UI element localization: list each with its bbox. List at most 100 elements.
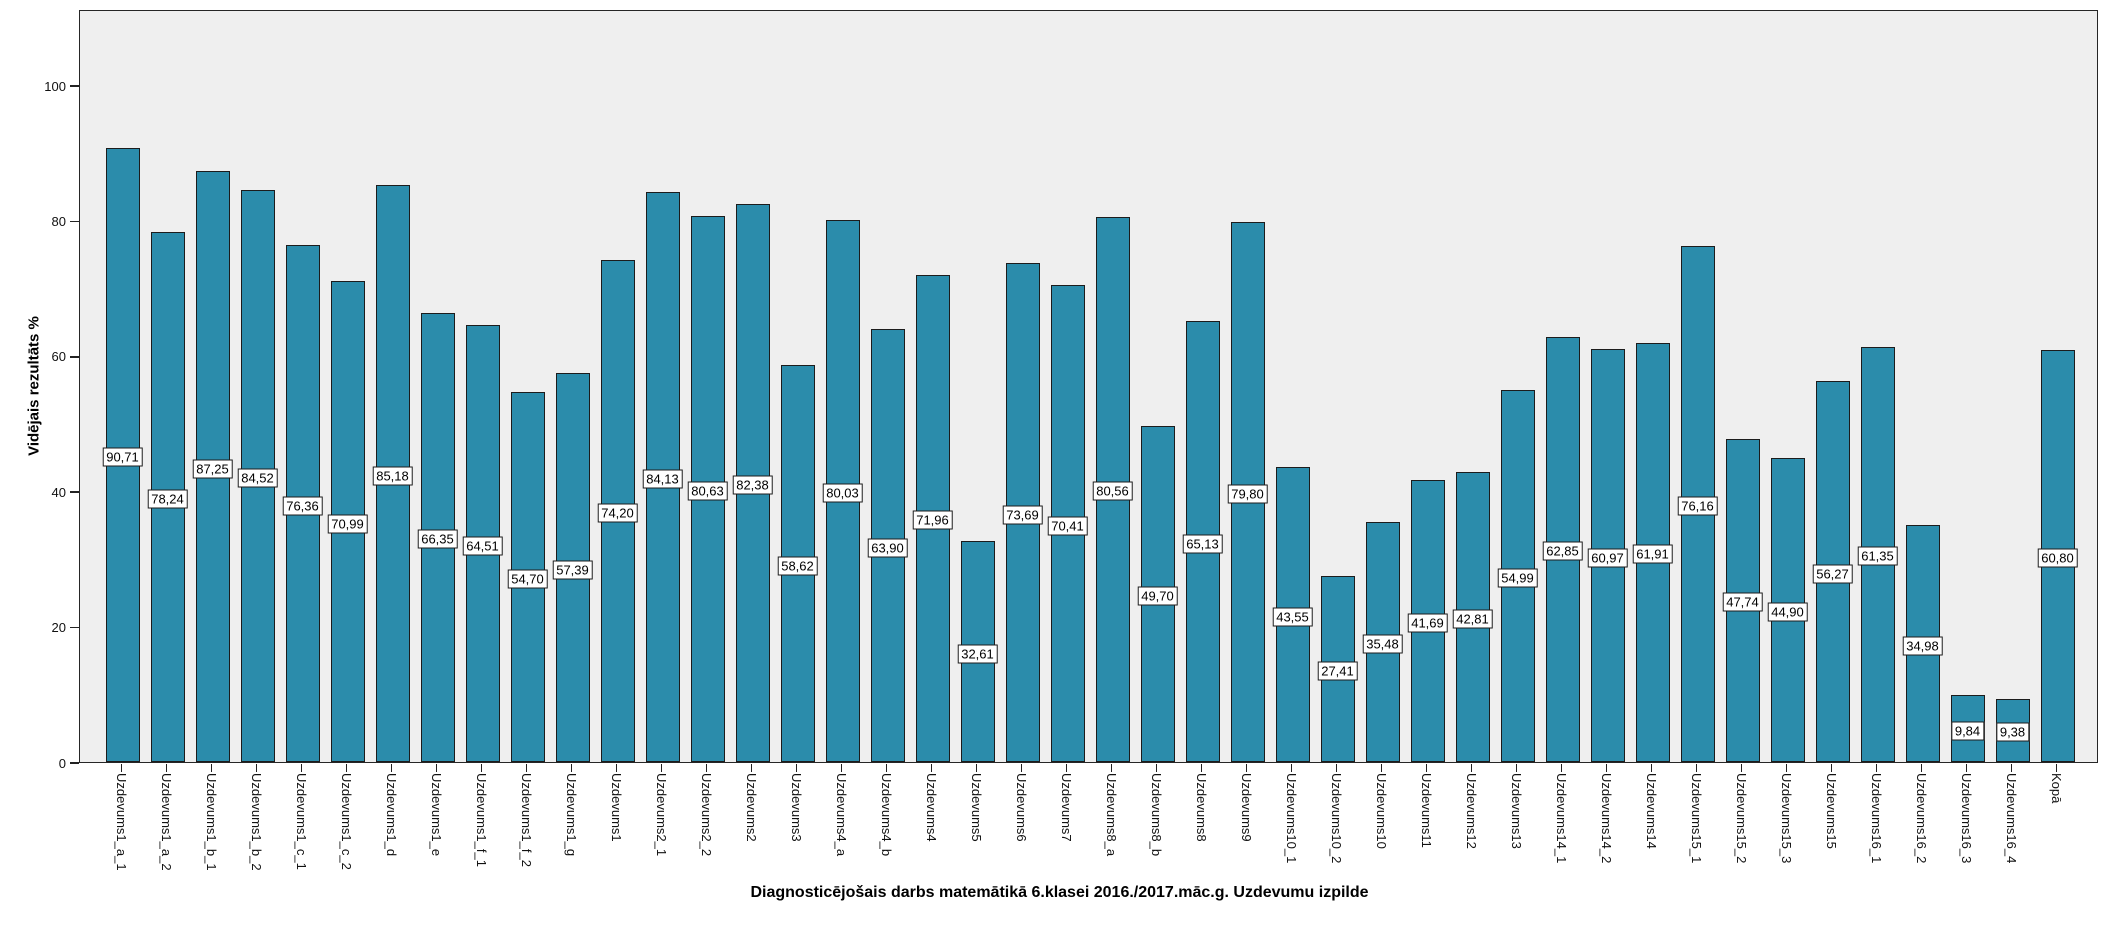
value-label: 60,97 — [1587, 548, 1628, 568]
x-tick-mark — [1470, 764, 1473, 772]
y-tick-mark — [70, 85, 79, 87]
x-tick-label: Uzdevums1_a_1 — [114, 773, 129, 871]
x-tick-label: Uzdevums2 — [744, 773, 759, 842]
x-tick-mark — [390, 764, 393, 772]
x-tick-mark — [1920, 764, 1923, 772]
value-label: 63,90 — [867, 538, 908, 558]
x-tick-label: Uzdevums14_1 — [1554, 773, 1569, 864]
x-tick-mark — [1785, 764, 1788, 772]
x-tick-mark — [480, 764, 483, 772]
x-tick-mark — [1290, 764, 1293, 772]
x-tick-label: Kopā — [2049, 773, 2064, 804]
value-label: 64,51 — [462, 536, 503, 556]
value-label: 43,55 — [1272, 607, 1313, 627]
value-label: 27,41 — [1317, 661, 1358, 681]
x-tick-label: Uzdevums16_1 — [1869, 773, 1884, 864]
y-tick-mark — [70, 356, 79, 358]
x-tick-mark — [1650, 764, 1653, 772]
x-tick-mark — [1875, 764, 1878, 772]
value-label: 58,62 — [777, 556, 818, 576]
x-tick-mark — [1110, 764, 1113, 772]
x-tick-mark — [1605, 764, 1608, 772]
x-tick-mark — [210, 764, 213, 772]
y-tick-mark — [70, 220, 79, 223]
x-tick-label: Uzdevums2_1 — [654, 773, 669, 857]
x-tick-label: Uzdevums1_c_1 — [294, 773, 309, 870]
x-tick-label: Uzdevums1_g — [564, 773, 579, 857]
x-tick-mark — [1425, 764, 1428, 772]
chart-title: Diagnosticējošais darbs matemātikā 6.kla… — [750, 884, 1369, 901]
x-tick-mark — [525, 764, 528, 772]
value-label: 76,36 — [282, 496, 323, 516]
x-tick-label: Uzdevums12 — [1464, 773, 1479, 849]
value-label: 44,90 — [1767, 602, 1808, 622]
x-tick-label: Uzdevums8 — [1194, 773, 1209, 842]
x-tick-mark — [1200, 764, 1203, 772]
y-tick-label: 100 — [44, 78, 66, 94]
x-tick-label: Uzdevums1_b_2 — [249, 773, 264, 871]
value-label: 85,18 — [372, 466, 413, 486]
x-tick-mark — [435, 764, 438, 772]
x-tick-label: Uzdevums13 — [1509, 773, 1524, 849]
x-tick-mark — [1560, 764, 1563, 772]
value-label: 32,61 — [957, 644, 998, 664]
value-label: 56,27 — [1812, 564, 1853, 584]
x-tick-label: Uzdevums16_2 — [1914, 773, 1929, 864]
x-tick-label: Uzdevums3 — [789, 773, 804, 842]
value-label: 76,16 — [1677, 496, 1718, 516]
x-tick-mark — [1155, 764, 1158, 772]
y-tick-label: 40 — [51, 484, 66, 500]
x-tick-mark — [1830, 764, 1833, 772]
value-label: 49,70 — [1137, 586, 1178, 606]
value-label: 90,71 — [102, 447, 143, 467]
x-tick-label: Uzdevums10_2 — [1329, 773, 1344, 864]
x-tick-label: Uzdevums1_d — [384, 773, 399, 857]
x-tick-label: Uzdevums9 — [1239, 773, 1254, 842]
value-label: 70,99 — [327, 514, 368, 534]
x-tick-label: Uzdevums4_a — [834, 773, 849, 857]
value-label: 54,99 — [1497, 568, 1538, 588]
value-label: 60,80 — [2037, 548, 2078, 568]
x-tick-mark — [1065, 764, 1068, 772]
x-tick-label: Uzdevums16_4 — [2004, 773, 2019, 864]
x-tick-label: Uzdevums14_2 — [1599, 773, 1614, 864]
value-label: 84,13 — [642, 469, 683, 489]
plot-area: 90,71 78,24 87,25 84,52 76,36 70,99 85,18 66,35… — [79, 10, 2098, 763]
value-label: 34,98 — [1902, 636, 1943, 656]
x-tick-label: Uzdevums1_b_1 — [204, 773, 219, 871]
value-label: 61,91 — [1632, 544, 1673, 564]
value-label: 87,25 — [192, 459, 233, 479]
x-tick-label: Uzdevums5 — [969, 773, 984, 842]
y-tick-mark — [70, 491, 79, 493]
value-label: 70,41 — [1047, 516, 1088, 536]
x-tick-mark — [1245, 764, 1248, 772]
x-tick-mark — [255, 764, 258, 772]
value-label: 62,85 — [1542, 541, 1583, 561]
x-tick-label: Uzdevums16_3 — [1959, 773, 1974, 864]
x-tick-label: Uzdevums10_1 — [1284, 773, 1299, 864]
x-tick-label: Uzdevums1_c_2 — [339, 773, 354, 870]
x-tick-label: Uzdevums2_2 — [699, 773, 714, 857]
y-tick-label: 0 — [58, 755, 66, 771]
x-tick-mark — [750, 764, 753, 772]
value-label: 61,35 — [1857, 546, 1898, 566]
y-tick-label: 80 — [51, 213, 66, 229]
x-tick-mark — [345, 764, 348, 772]
y-axis-title: Vidējais rezultāts % — [25, 316, 43, 456]
x-tick-mark — [2055, 764, 2058, 772]
x-tick-label: Uzdevums1_a_2 — [159, 773, 174, 871]
x-tick-label: Uzdevums15_2 — [1734, 773, 1749, 864]
x-tick-label: Uzdevums4 — [924, 773, 939, 842]
value-label: 79,80 — [1227, 484, 1268, 504]
x-tick-mark — [300, 764, 303, 772]
value-label: 84,52 — [237, 468, 278, 488]
x-tick-mark — [885, 764, 888, 772]
value-label: 35,48 — [1362, 634, 1403, 654]
x-tick-mark — [1965, 764, 1968, 772]
x-tick-label: Uzdevums11 — [1419, 773, 1434, 848]
value-label: 71,96 — [912, 510, 953, 530]
x-tick-label: Uzdevums15_1 — [1689, 773, 1704, 864]
x-tick-label: Uzdevums1 — [609, 773, 624, 842]
value-label: 82,38 — [732, 475, 773, 495]
x-tick-mark — [1695, 764, 1698, 772]
